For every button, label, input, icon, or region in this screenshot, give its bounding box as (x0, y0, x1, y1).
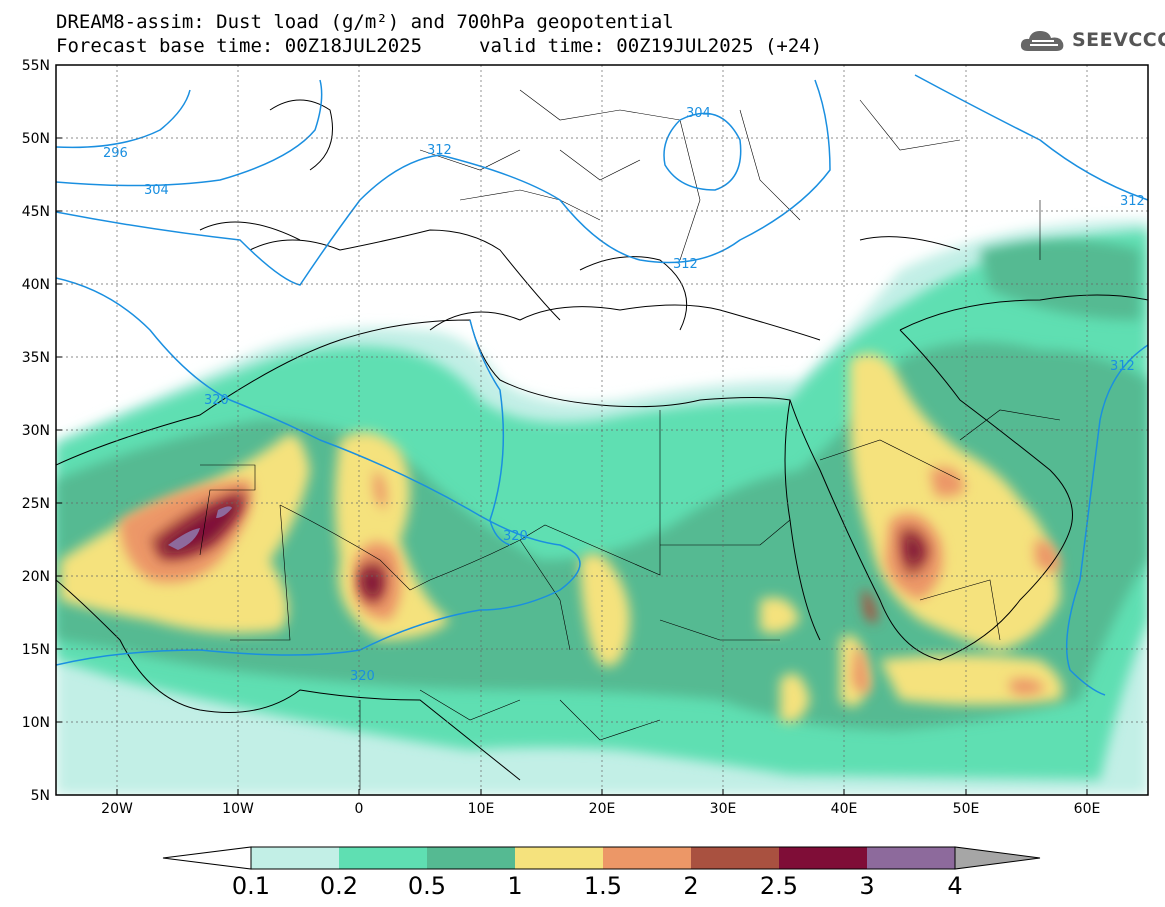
dust-level-3 (168, 506, 232, 550)
lon-label: 40E (831, 801, 858, 817)
colorbar-swatch (867, 847, 955, 869)
geopotential-contours (56, 74, 1148, 696)
colorbar: 0.1 0.2 0.5 1 1.5 2 2.5 3 4 (162, 846, 1041, 900)
coastlines (56, 99, 1148, 781)
forecast-base-time: Forecast base time: 00Z18JUL2025 (56, 35, 423, 57)
lat-label: 50N (22, 131, 50, 147)
country-borders (199, 89, 1061, 790)
colorbar-label: 0.5 (408, 872, 446, 900)
lat-label: 10N (22, 715, 50, 731)
colorbar-label: 1.5 (584, 872, 622, 900)
colorbar-swatch (339, 847, 427, 869)
latitude-labels: 55N 50N 45N 40N 35N 30N 25N 20N 15N 10N … (22, 58, 50, 804)
map-title: DREAM8-assim: Dust load (g/m²) and 700hP… (56, 11, 674, 33)
colorbar-swatch (427, 847, 515, 869)
seevccc-logo: SEEVCCC (1018, 27, 1165, 53)
lat-label: 25N (22, 496, 50, 512)
lat-label: 20N (22, 569, 50, 585)
colorbar-swatch (691, 847, 779, 869)
lat-label: 55N (22, 58, 50, 74)
colorbar-low-arrow (162, 846, 252, 870)
contour-label-320: 320 (350, 669, 375, 684)
cloud-icon (1020, 31, 1064, 51)
axis-ticks (56, 64, 1088, 796)
contour-label-312: 312 (1120, 194, 1145, 209)
colorbar-swatch (603, 847, 691, 869)
longitude-labels: 20W 10W 0 10E 20E 30E 40E 50E 60E (101, 801, 1100, 817)
colorbar-swatch (251, 847, 339, 869)
valid-time: valid time: 00Z19JUL2025 (+24) (479, 35, 823, 57)
contour-label-320: 320 (503, 529, 528, 544)
lon-label: 20W (101, 801, 133, 817)
colorbar-label: 0.1 (232, 872, 270, 900)
lat-label: 40N (22, 277, 50, 293)
lon-label: 10E (468, 801, 495, 817)
contour-label-312: 312 (1110, 359, 1135, 374)
colorbar-swatch (515, 847, 603, 869)
colorbar-label: 4 (947, 872, 962, 900)
colorbar-high-arrow (954, 846, 1041, 870)
lon-label: 50E (953, 801, 980, 817)
lat-label: 30N (22, 423, 50, 439)
lat-label: 45N (22, 204, 50, 220)
contour-label-304: 304 (144, 183, 169, 198)
gridlines (56, 65, 1148, 795)
contour-label-312: 312 (673, 257, 698, 272)
contour-label-296: 296 (103, 146, 128, 161)
lon-label: 30E (710, 801, 737, 817)
contour-label-320: 320 (204, 393, 229, 408)
colorbar-label: 2.5 (760, 872, 798, 900)
colorbar-label: 1 (507, 872, 522, 900)
colorbar-label: 0.2 (320, 872, 358, 900)
contour-labels: 296 304 312 304 312 312 320 320 312 320 (103, 106, 1145, 684)
colorbar-frame (250, 846, 956, 870)
colorbar-label: 3 (859, 872, 874, 900)
logo-text: SEEVCCC (1072, 29, 1165, 51)
lat-label: 5N (31, 788, 50, 804)
lat-label: 15N (22, 642, 50, 658)
lon-label: 10W (222, 801, 254, 817)
colorbar-label: 2 (683, 872, 698, 900)
contour-label-304: 304 (686, 106, 711, 121)
colorbar-swatch (779, 847, 867, 869)
lon-label: 60E (1074, 801, 1101, 817)
contour-label-312: 312 (427, 143, 452, 158)
lon-label: 20E (589, 801, 616, 817)
lat-label: 35N (22, 350, 50, 366)
lon-label: 0 (355, 801, 364, 817)
